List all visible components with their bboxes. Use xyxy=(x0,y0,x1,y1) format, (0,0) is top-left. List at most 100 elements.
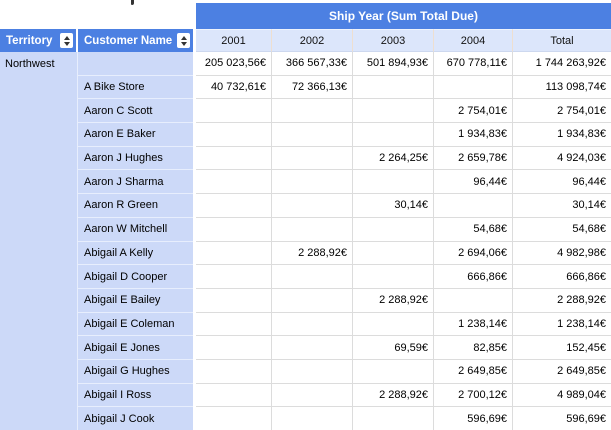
value-cell: 54,68€ xyxy=(434,217,513,242)
value-cell xyxy=(196,265,272,289)
value-cell: 666,86€ xyxy=(513,265,611,289)
value-cell xyxy=(196,217,272,242)
territory-cell xyxy=(0,383,78,408)
value-cell xyxy=(196,407,272,430)
value-cell: 2 659,78€ xyxy=(434,146,513,171)
customer-name-cell: Aaron C Scott xyxy=(78,99,193,124)
value-cell: 2 754,01€ xyxy=(513,99,611,124)
value-cell: 4 982,98€ xyxy=(513,241,611,266)
data-grid: Northwest 205 023,56€ 366 567,33€ 501 894,9… xyxy=(0,52,611,430)
table-row: Aaron J Hughes 2 264,25€ 2 659,78€ 4 924,03… xyxy=(0,146,611,171)
value-cell xyxy=(353,99,434,124)
value-cell xyxy=(272,407,353,430)
value-cell xyxy=(272,194,353,218)
column-header-2004[interactable]: 2004 xyxy=(434,29,513,52)
value-cell xyxy=(196,288,272,313)
value-cell xyxy=(272,312,353,337)
table-row: Abigail E Jones 69,59€ 82,85€ 152,45€ xyxy=(0,336,611,360)
table-row: Abigail J Cook 596,69€ 596,69€ xyxy=(0,407,611,430)
measure-banner: Ship Year (Sum Total Due) xyxy=(196,3,611,29)
column-header-2003[interactable]: 2003 xyxy=(353,29,434,52)
value-cell: 1 744 263,92€ xyxy=(513,52,611,76)
sort-icon[interactable] xyxy=(60,33,73,48)
territory-cell xyxy=(0,407,78,430)
value-cell xyxy=(434,288,513,313)
territory-cell xyxy=(0,265,78,289)
customer-name-cell: Abigail G Hughes xyxy=(78,359,193,384)
value-cell xyxy=(196,194,272,218)
customer-name-column-header[interactable]: Customer Name xyxy=(78,29,193,52)
value-cell: 69,59€ xyxy=(353,336,434,360)
territory-cell xyxy=(0,146,78,171)
value-cell: 30,14€ xyxy=(513,194,611,218)
value-cell xyxy=(353,241,434,266)
value-cell xyxy=(272,99,353,124)
table-row: Abigail A Kelly 2 288,92€ 2 694,06€ 4 982,9… xyxy=(0,241,611,266)
value-cell: 501 894,93€ xyxy=(353,52,434,76)
value-cell: 30,14€ xyxy=(353,194,434,218)
territory-header-label: Territory xyxy=(6,34,53,47)
value-cell xyxy=(272,288,353,313)
value-cell xyxy=(196,170,272,195)
column-header-2002[interactable]: 2002 xyxy=(272,29,353,52)
value-cell xyxy=(272,123,353,147)
value-cell xyxy=(353,75,434,100)
value-cell: 2 288,92€ xyxy=(353,383,434,408)
value-cell: 2 700,12€ xyxy=(434,383,513,408)
column-gap xyxy=(193,241,196,266)
sort-desc-icon xyxy=(63,41,70,46)
territory-cell xyxy=(0,336,78,360)
customer-name-cell: Abigail E Bailey xyxy=(78,288,193,313)
table-row: Aaron R Green 30,14€ 30,14€ xyxy=(0,194,611,218)
territory-cell xyxy=(0,288,78,313)
table-row: Aaron W Mitchell 54,68€ 54,68€ xyxy=(0,217,611,242)
customer-name-header-label: Customer Name xyxy=(84,34,173,47)
value-cell: 54,68€ xyxy=(513,217,611,242)
value-cell xyxy=(196,99,272,124)
value-cell xyxy=(196,123,272,147)
column-header-2001[interactable]: 2001 xyxy=(196,29,272,52)
value-cell: 40 732,61€ xyxy=(196,75,272,100)
table-row: A Bike Store 40 732,61€ 72 366,13€ 113 098,… xyxy=(0,75,611,100)
customer-name-cell: Abigail A Kelly xyxy=(78,241,193,266)
territory-cell xyxy=(0,75,78,100)
customer-name-cell xyxy=(78,52,193,76)
column-gap xyxy=(193,383,196,408)
table-row: Abigail E Coleman 1 238,14€ 1 238,14€ xyxy=(0,312,611,337)
column-gap xyxy=(193,75,196,100)
value-cell: 2 264,25€ xyxy=(353,146,434,171)
value-cell: 82,85€ xyxy=(434,336,513,360)
territory-column-header[interactable]: Territory xyxy=(0,29,78,52)
value-cell: 113 098,74€ xyxy=(513,75,611,100)
sort-icon[interactable] xyxy=(177,33,190,48)
value-cell xyxy=(353,170,434,195)
column-header-total[interactable]: Total xyxy=(513,29,611,52)
value-cell: 2 649,85€ xyxy=(513,359,611,384)
value-cell: 2 649,85€ xyxy=(434,359,513,384)
value-cell: 4 989,04€ xyxy=(513,383,611,408)
column-gap xyxy=(193,407,196,430)
value-cell: 2 288,92€ xyxy=(272,241,353,266)
value-cell xyxy=(196,241,272,266)
column-gap xyxy=(193,170,196,195)
territory-cell xyxy=(0,194,78,218)
value-cell xyxy=(196,359,272,384)
value-cell: 670 778,11€ xyxy=(434,52,513,76)
value-cell xyxy=(353,265,434,289)
customer-name-cell: Aaron J Sharma xyxy=(78,170,193,195)
column-gap xyxy=(193,265,196,289)
column-gap xyxy=(193,52,196,76)
table-row: Abigail D Cooper 666,86€ 666,86€ xyxy=(0,265,611,289)
value-cell xyxy=(353,217,434,242)
value-cell: 96,44€ xyxy=(513,170,611,195)
value-cell xyxy=(353,123,434,147)
value-cell xyxy=(272,146,353,171)
customer-name-cell: A Bike Store xyxy=(78,75,193,100)
table-row: Abigail I Ross 2 288,92€ 2 700,12€ 4 989,04… xyxy=(0,383,611,408)
territory-cell xyxy=(0,241,78,266)
sort-asc-icon xyxy=(63,35,70,40)
value-cell: 1 238,14€ xyxy=(434,312,513,337)
value-cell: 96,44€ xyxy=(434,170,513,195)
territory-cell xyxy=(0,123,78,147)
